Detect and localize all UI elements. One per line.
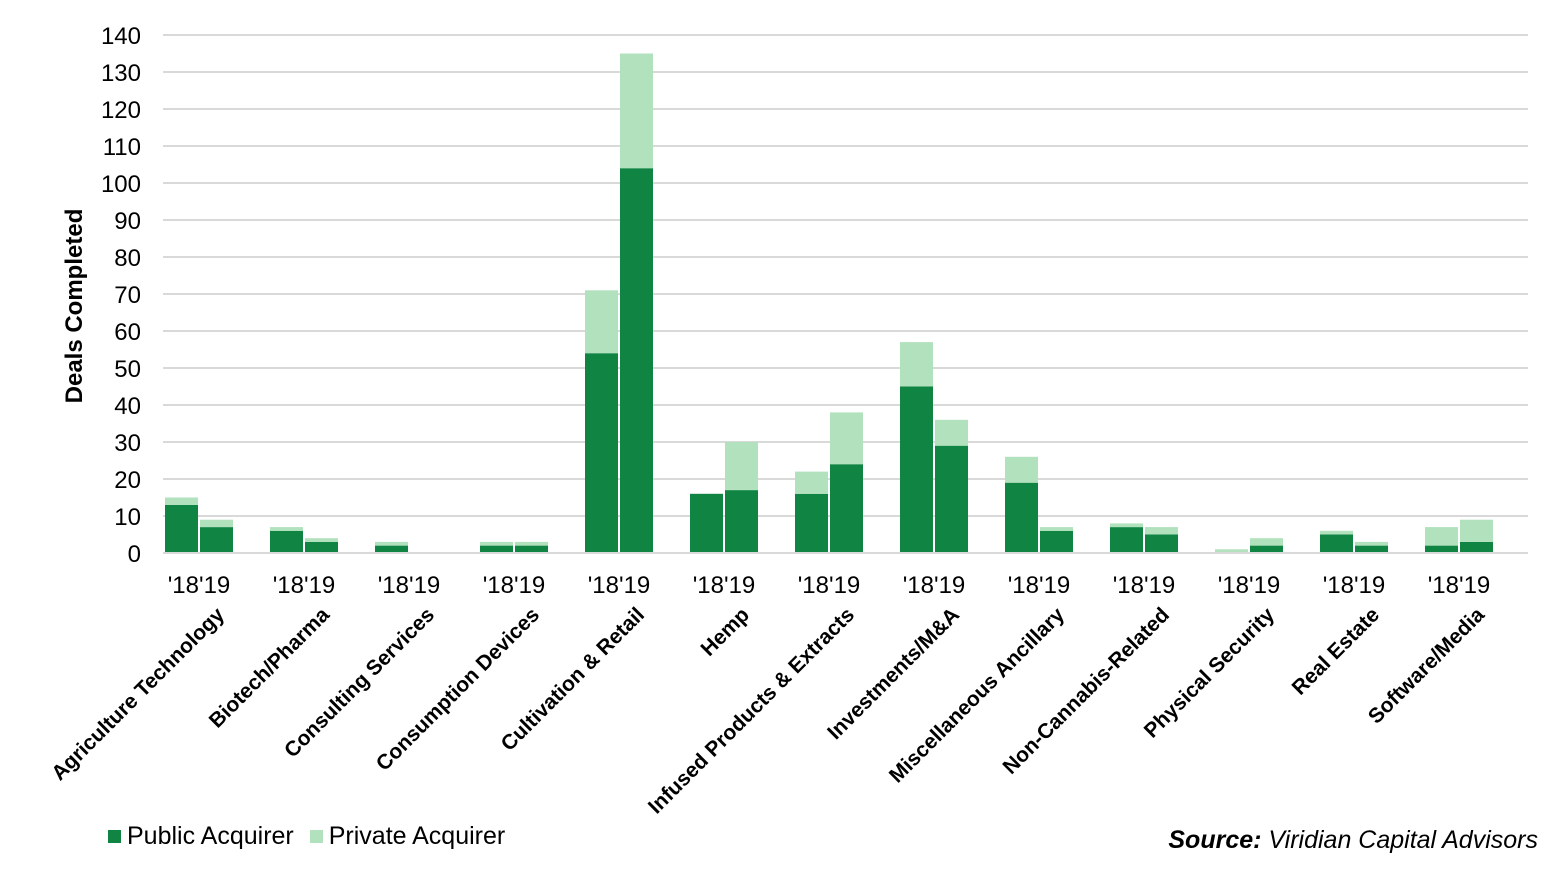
bar-public-2019-6 [830,464,863,553]
bars [163,53,1528,554]
bar-private-2018-0 [165,497,198,505]
bar-public-2019-3 [515,545,548,553]
bar-public-2018-12 [1425,545,1458,553]
y-tick-label-70: 70 [114,282,141,309]
x-year-label-7: '18'19 [903,572,966,599]
bar-private-2019-0 [200,519,233,528]
bar-public-2018-5 [690,493,723,553]
legend-swatch-public [108,830,121,843]
bar-public-2019-4 [620,168,653,553]
y-tick-label-100: 100 [101,171,141,198]
bar-private-2019-3 [515,541,548,546]
bar-public-2018-1 [270,530,303,553]
source-note: Source: Viridian Capital Advisors [1168,826,1538,855]
x-year-label-2: '18'19 [378,572,441,599]
x-category-label-0: Agriculture Technology [47,603,229,785]
bar-public-2019-11 [1355,545,1388,553]
bar-private-2018-11 [1320,530,1353,535]
bar-private-2019-6 [830,412,863,465]
y-tick-label-0: 0 [128,541,141,568]
y-tick-label-60: 60 [114,319,141,346]
bar-private-2018-4 [585,290,618,354]
bar-private-2019-9 [1145,527,1178,535]
x-year-label-8: '18'19 [1008,572,1071,599]
bar-public-2019-10 [1250,545,1283,553]
y-tick-label-80: 80 [114,245,141,272]
x-year-label-1: '18'19 [273,572,336,599]
x-year-label-9: '18'19 [1113,572,1176,599]
bar-private-2018-9 [1110,523,1143,528]
legend-item-public: Public Acquirer [108,822,294,851]
bar-private-2018-3 [480,541,513,546]
x-category-label-12: Software/Media [1364,603,1489,728]
y-tick-label-110: 110 [103,134,141,161]
x-year-label-10: '18'19 [1218,572,1281,599]
y-tick-label-140: 140 [101,23,141,50]
bar-private-2018-10 [1215,549,1248,553]
bar-public-2018-0 [165,504,198,553]
legend-swatch-private [309,830,323,843]
bar-private-2018-8 [1005,456,1038,483]
bar-private-2019-4 [620,53,653,169]
bar-private-2018-1 [270,527,303,531]
bar-private-2018-6 [795,471,828,494]
bar-private-2018-7 [900,342,933,387]
bar-public-2018-3 [480,545,513,553]
x-category-label-5: Hemp [697,603,755,661]
bar-public-2018-6 [795,493,828,553]
source-text: Viridian Capital Advisors [1268,826,1538,854]
x-year-label-11: '18'19 [1323,572,1386,599]
bar-private-2019-7 [935,419,968,446]
bar-private-2019-10 [1250,538,1283,546]
y-tick-label-20: 20 [114,467,141,494]
source-label: Source: [1168,826,1262,854]
bar-public-2019-9 [1145,534,1178,553]
bar-public-2018-9 [1110,527,1143,553]
bar-public-2018-8 [1005,482,1038,553]
x-year-label-3: '18'19 [483,572,546,599]
x-year-label-0: '18'19 [168,572,231,599]
bar-public-2019-5 [725,490,758,553]
bar-private-2019-5 [725,442,758,491]
bar-private-2019-1 [305,538,338,542]
bar-public-2019-1 [305,541,338,553]
y-tick-label-30: 30 [114,430,141,457]
y-tick-label-40: 40 [114,393,141,420]
bar-private-2019-8 [1040,527,1073,531]
bar-public-2018-2 [375,545,408,553]
bar-public-2019-7 [935,445,968,553]
bar-private-2019-11 [1355,541,1388,546]
y-tick-label-130: 130 [101,60,141,87]
x-year-label-5: '18'19 [693,572,756,599]
bar-private-2018-12 [1425,527,1458,546]
bar-public-2018-4 [585,353,618,553]
y-tick-label-90: 90 [114,208,141,235]
legend: Public Acquirer Private Acquirer [108,822,505,851]
x-year-label-12: '18'19 [1428,572,1491,599]
x-category-label-8: Miscellaneous Ancillary [885,603,1069,787]
gridlines [163,34,1528,554]
x-category-label-6: Infused Products & Extracts [644,603,859,818]
y-axis-label: Deals Completed [61,209,88,404]
y-axis-ticks: 0 10 20 30 40 50 60 70 80 90 100 110 120 130 140 [101,23,141,568]
bar-public-2018-7 [900,386,933,553]
y-tick-label-120: 120 [101,97,141,124]
y-tick-label-50: 50 [114,356,141,383]
bar-public-2019-8 [1040,530,1073,553]
x-category-label-11: Real Estate [1288,603,1384,699]
x-year-label-4: '18'19 [588,572,651,599]
bar-private-2018-2 [375,541,408,546]
bar-private-2019-12 [1460,519,1493,542]
legend-item-private: Private Acquirer [309,822,506,851]
legend-label-private: Private Acquirer [328,822,506,850]
x-year-label-6: '18'19 [798,572,861,599]
y-tick-label-10: 10 [114,504,141,531]
bar-public-2019-0 [200,527,233,553]
bar-public-2018-11 [1320,534,1353,553]
bar-public-2019-12 [1460,541,1493,553]
x-category-label-9: Non-Cannabis-Related [999,603,1174,778]
legend-label-public: Public Acquirer [127,822,294,850]
